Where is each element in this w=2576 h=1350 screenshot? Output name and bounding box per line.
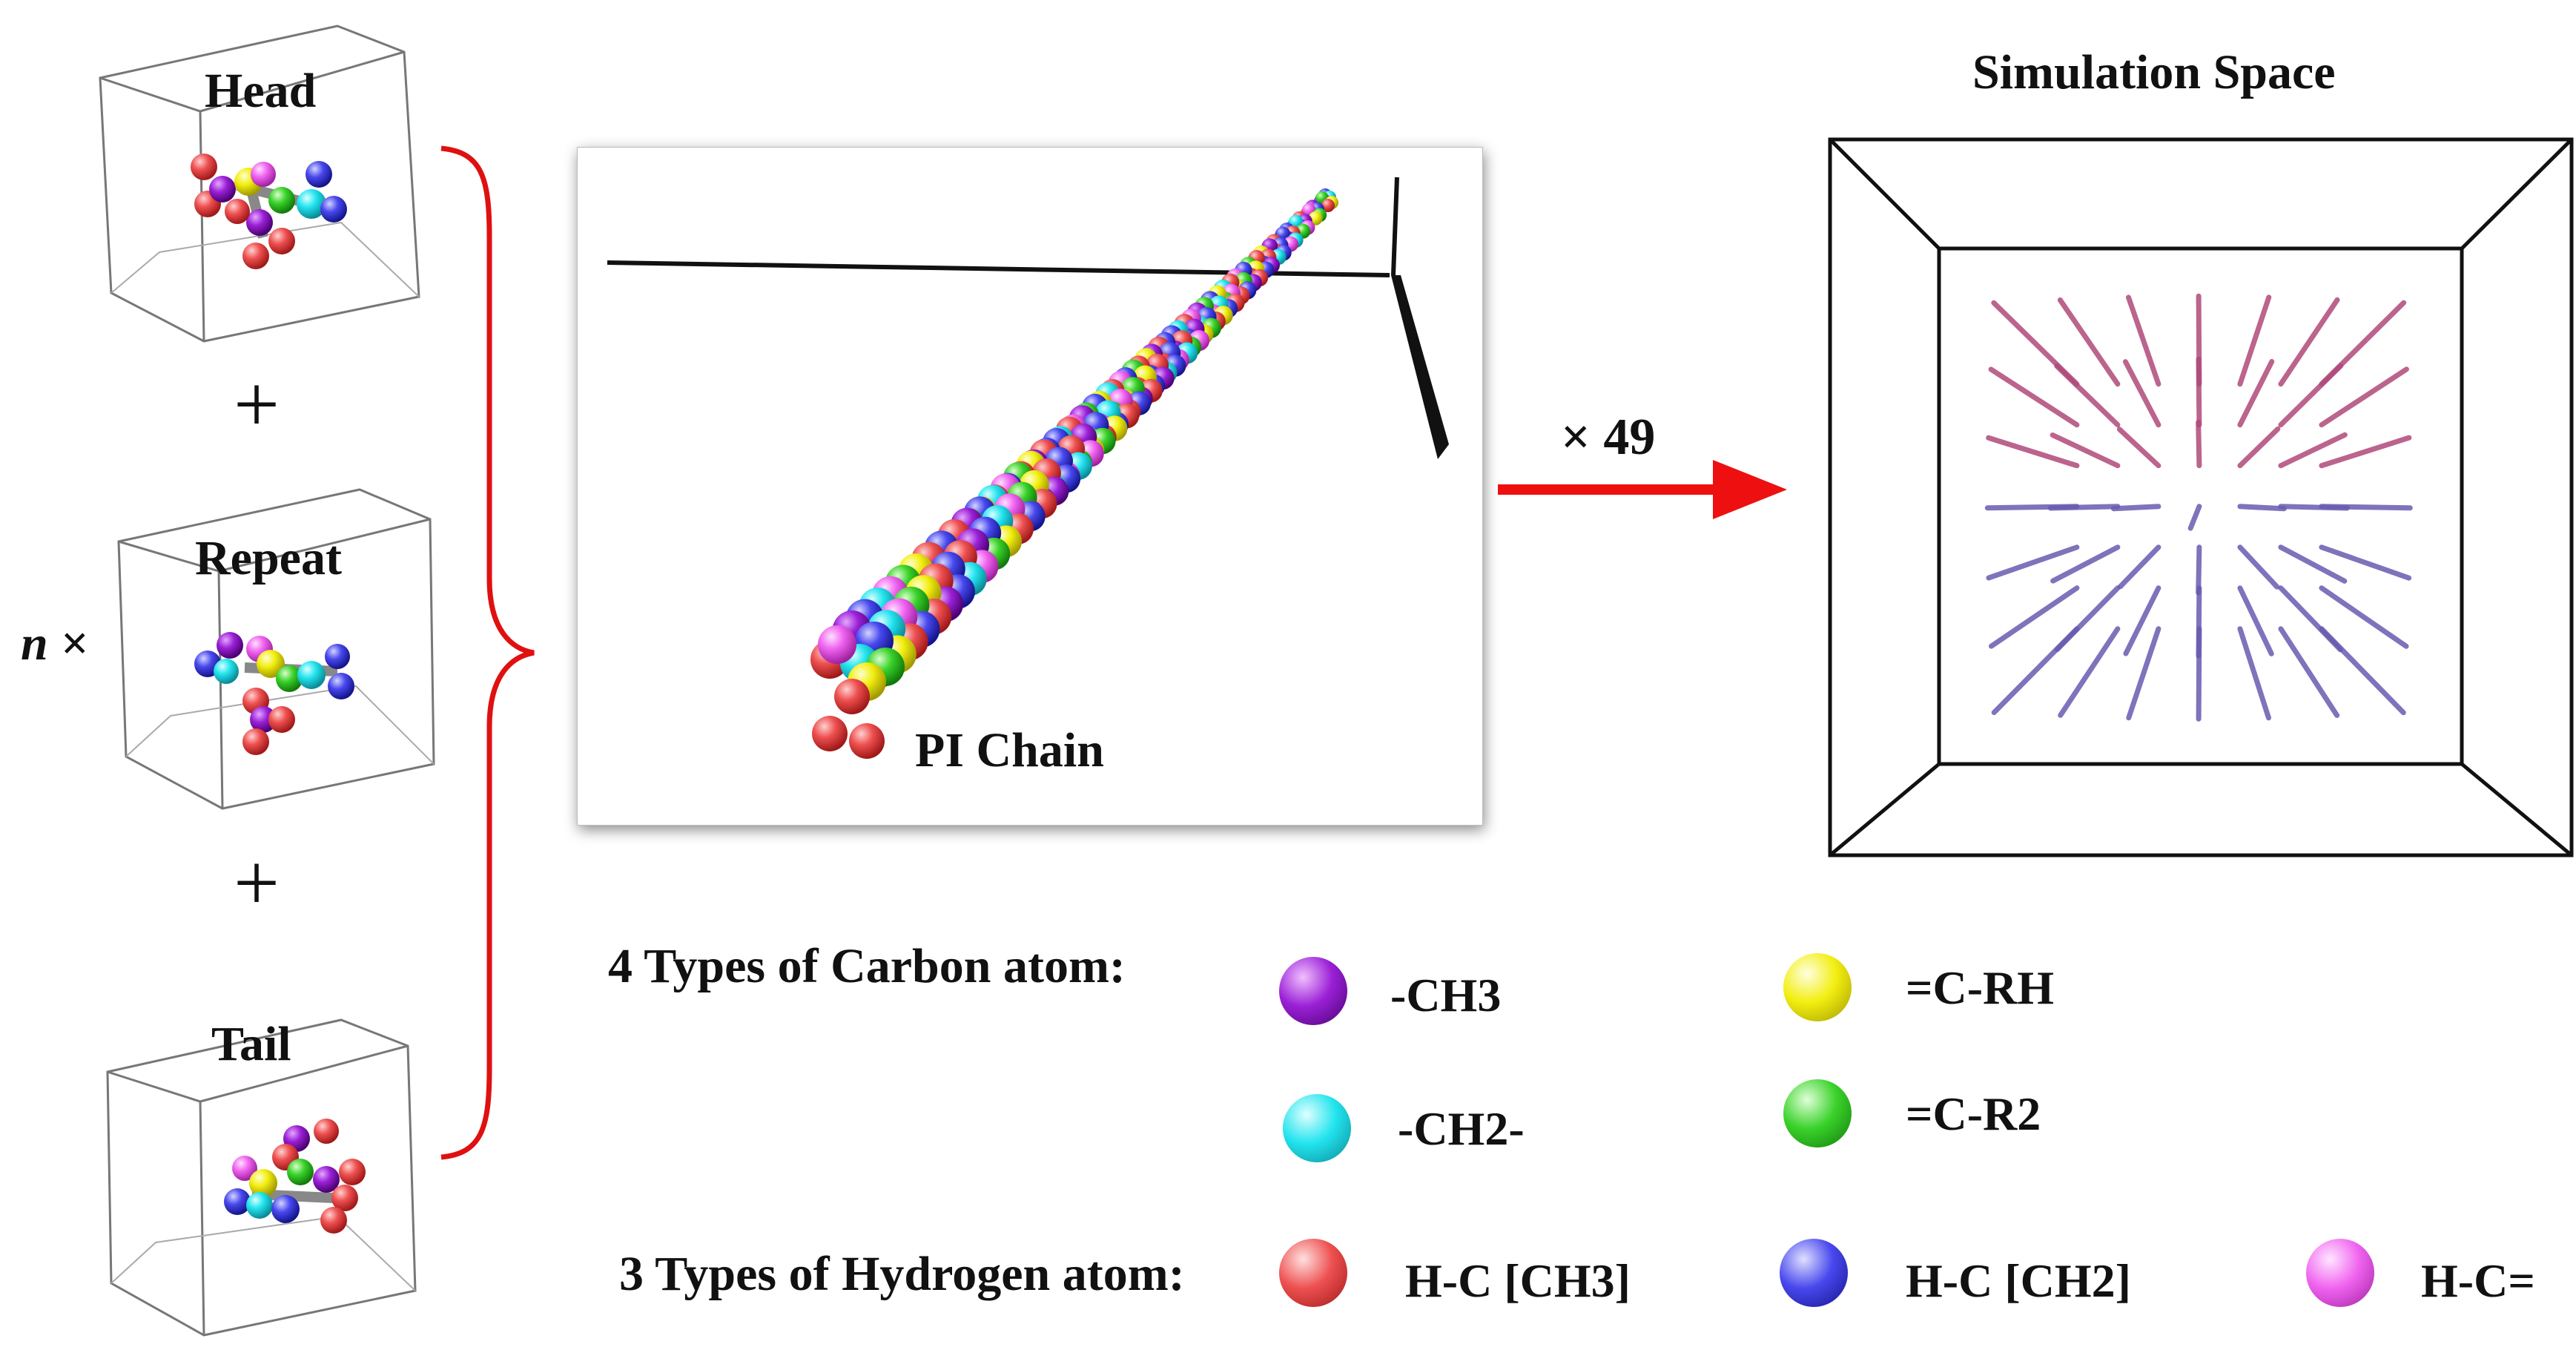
hydrogen-ch3-label: H-C [CH3] bbox=[1405, 1254, 1631, 1307]
simulation-chain bbox=[1988, 585, 2080, 649]
head-molecule bbox=[191, 154, 347, 269]
tail-cube bbox=[106, 1018, 417, 1337]
simulation-chain bbox=[2237, 426, 2281, 469]
replication-count: × 49 bbox=[1561, 409, 1656, 466]
simulation-box bbox=[1828, 137, 2574, 857]
carbon-ch2-swatch bbox=[1283, 1094, 1351, 1162]
simulation-chain bbox=[2187, 504, 2202, 531]
grouping-brace bbox=[440, 145, 535, 1160]
simulation-chain bbox=[2278, 363, 2344, 428]
simulation-chain bbox=[2278, 544, 2348, 584]
carbon-legend-heading: 4 Types of Carbon atom: bbox=[608, 939, 1126, 993]
chain-atom bbox=[812, 716, 848, 751]
simulation-chain bbox=[2278, 626, 2340, 718]
simulation-chain bbox=[2319, 544, 2412, 581]
hydrogen-ch2-label: H-C [CH2] bbox=[1906, 1254, 2131, 1307]
simulation-chain bbox=[2047, 504, 2121, 511]
repeat-multiplier: n × bbox=[21, 616, 88, 671]
simulation-chains bbox=[1984, 293, 2413, 722]
simulation-chain bbox=[2058, 626, 2121, 718]
simulation-chain bbox=[2319, 504, 2413, 511]
chain-atom bbox=[834, 679, 870, 714]
simulation-chain bbox=[2237, 294, 2272, 387]
simulation-chain bbox=[2057, 297, 2121, 387]
head-label: Head bbox=[205, 64, 317, 118]
simulation-chain bbox=[2110, 504, 2161, 512]
simulation-chain bbox=[1986, 544, 2080, 581]
monomer-cubes-panel bbox=[99, 24, 535, 1337]
hydrogen-ch-swatch bbox=[2306, 1239, 2374, 1307]
simulation-space-title: Simulation Space bbox=[1972, 45, 2336, 99]
replication-arrow bbox=[1498, 460, 1787, 519]
plus-sign-1: + bbox=[234, 359, 280, 450]
head-cube bbox=[99, 24, 420, 343]
pi-chain-label: PI Chain bbox=[915, 723, 1104, 777]
tail-molecule bbox=[224, 1119, 366, 1234]
hydrogen-ch3-swatch bbox=[1279, 1239, 1347, 1307]
carbon-ch2-label: -CH2- bbox=[1398, 1102, 1525, 1155]
simulation-chain bbox=[2123, 585, 2161, 656]
repeat-molecule bbox=[194, 632, 354, 755]
simulation-chain bbox=[2319, 626, 2406, 716]
repeat-cube bbox=[117, 488, 435, 810]
simulation-chain bbox=[2050, 544, 2121, 584]
repeat-label: Repeat bbox=[195, 531, 342, 585]
hydrogen-ch2-swatch bbox=[1780, 1239, 1848, 1307]
carbon-ch3-swatch bbox=[1279, 957, 1347, 1025]
simulation-chain bbox=[2122, 359, 2161, 428]
simulation-chain bbox=[2117, 544, 2161, 590]
chain-atom bbox=[849, 723, 885, 759]
simulation-chain bbox=[2319, 366, 2409, 428]
simulation-chain bbox=[2237, 585, 2274, 656]
simulation-chain bbox=[2237, 544, 2280, 590]
simulation-chain bbox=[2237, 504, 2287, 512]
simulation-chain bbox=[2237, 358, 2275, 428]
chain-atom bbox=[1321, 199, 1335, 212]
pi-chain-render bbox=[607, 177, 1449, 759]
pi-chain-atoms bbox=[810, 188, 1338, 759]
simulation-chain bbox=[2278, 432, 2348, 469]
tail-label: Tail bbox=[211, 1017, 291, 1071]
carbon-cr2-label: =C-R2 bbox=[1906, 1087, 2041, 1140]
hydrogen-legend-heading: 3 Types of Hydrogen atom: bbox=[619, 1247, 1185, 1301]
carbon-cr2-swatch bbox=[1783, 1079, 1852, 1148]
simulation-chain bbox=[2237, 626, 2271, 721]
pi-chain-frame: PI Chain bbox=[577, 147, 1483, 826]
hydrogen-ch-label: H-C= bbox=[2421, 1254, 2535, 1307]
simulation-chain bbox=[1988, 366, 2080, 428]
simulation-chain bbox=[2125, 294, 2161, 387]
simulation-chain bbox=[2126, 626, 2161, 721]
chain-atom bbox=[818, 625, 856, 664]
simulation-chain bbox=[2050, 432, 2121, 469]
simulation-chain bbox=[2319, 435, 2412, 469]
carbon-crh-swatch bbox=[1783, 953, 1852, 1021]
simulation-chain bbox=[2116, 427, 2161, 469]
carbon-ch3-label: -CH3 bbox=[1390, 969, 1502, 1021]
simulation-chain bbox=[2054, 363, 2121, 428]
simulation-chain bbox=[2278, 297, 2340, 387]
carbon-crh-label: =C-RH bbox=[1906, 961, 2054, 1014]
plus-sign-2: + bbox=[234, 837, 280, 928]
simulation-chain bbox=[2319, 585, 2409, 649]
simulation-chain bbox=[1986, 435, 2080, 469]
simulation-chain bbox=[1991, 626, 2080, 716]
